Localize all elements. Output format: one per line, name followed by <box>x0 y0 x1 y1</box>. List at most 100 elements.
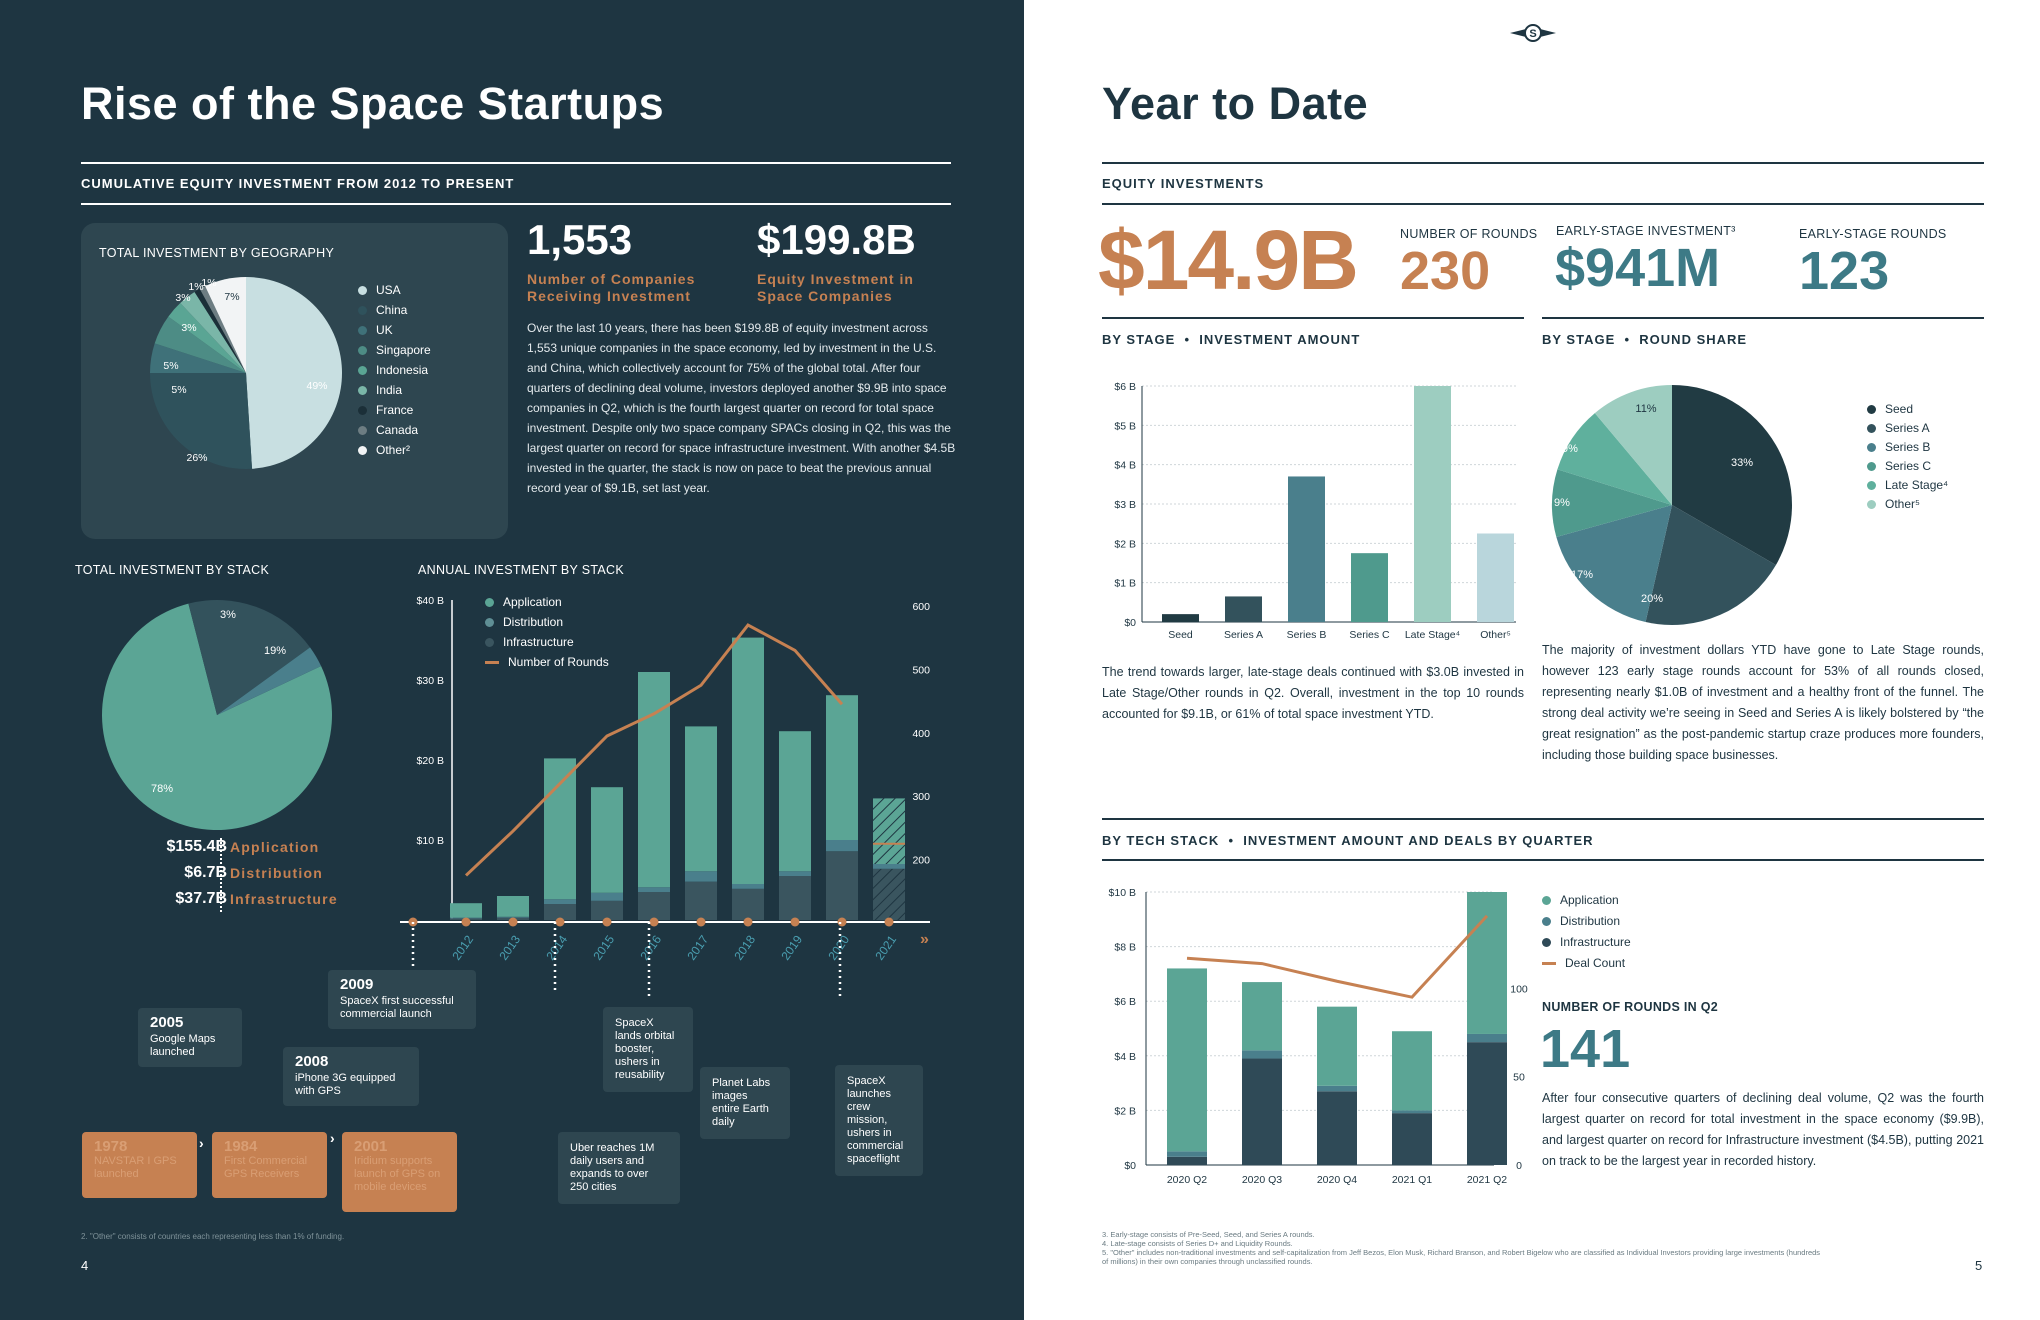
y2-tick: 300 <box>912 791 930 803</box>
rounds-label: NUMBER OF ROUNDS <box>1400 227 1538 241</box>
legend-label: Series A <box>1885 421 1930 435</box>
prior-event-year: 1978 <box>94 1138 128 1155</box>
pie-label: 9% <box>1554 497 1570 509</box>
rounds-q2-label: NUMBER OF ROUNDS IN Q2 <box>1542 1000 1719 1014</box>
legend-label: Other² <box>376 443 411 457</box>
y-tick: $8 B <box>1114 942 1136 954</box>
pie-label: 7% <box>224 291 239 303</box>
event-year: 2005 <box>150 1014 184 1031</box>
legend-swatch <box>485 618 494 628</box>
legend-swatch <box>1542 917 1551 927</box>
line-number-of-rounds <box>464 623 844 877</box>
bar-distribution <box>1242 1050 1282 1059</box>
legend-label: India <box>376 383 403 397</box>
divider <box>1102 162 1984 164</box>
pie-label: 1% <box>201 277 216 289</box>
stack-value-name: Infrastructure <box>230 891 338 907</box>
share-legend: Seed Series A Series B Series C Late Stage⁴ O… <box>1867 400 1948 514</box>
share-paragraph: The majority of investment dollars YTD h… <box>1542 643 1984 762</box>
timeline-dot <box>696 917 706 927</box>
pie-label: 3% <box>181 322 196 334</box>
timeline-dot <box>743 917 753 927</box>
pie-slice-application <box>102 603 332 830</box>
stack-value-name: Application <box>230 839 320 855</box>
x-tick: Late Stage⁴ <box>1405 629 1460 641</box>
event-year: 2008 <box>295 1053 329 1070</box>
legend-swatch <box>1867 443 1876 453</box>
tech-heading: BY TECH STACK • INVESTMENT AMOUNT AND DE… <box>1102 833 1594 848</box>
tech-bar-chart: $0 $2 B $4 B $6 B $8 B $10 B 0 50 100 2020 Q2 2020… <box>1109 887 1528 1186</box>
pie-slice-series-a <box>1645 505 1776 625</box>
timeline-event: SpaceX launches crew mission, ushers in … <box>835 1065 923 1176</box>
heading-text: BY STAGE <box>1102 332 1176 347</box>
legend-swatch <box>1867 424 1876 434</box>
x-tick: 2021 Q1 <box>1392 1174 1432 1186</box>
timeline-year: 2019 <box>778 932 805 962</box>
pie-slice-france <box>194 288 246 373</box>
bar-application <box>497 896 529 917</box>
pie-label: 3% <box>175 292 190 304</box>
x-tick: Series A <box>1224 629 1263 641</box>
event-text: iPhone 3G equipped with GPS <box>295 1072 396 1097</box>
y-tick: $5 B <box>1114 420 1136 432</box>
pie-slice-infrastructure <box>188 600 311 715</box>
tech-legend-item: Infrastructure <box>1542 932 1631 953</box>
timeline-year: 2013 <box>496 932 523 962</box>
timeline-year: 2016 <box>637 932 664 962</box>
annual-title: ANNUAL INVESTMENT BY STACK <box>418 563 624 577</box>
pie-slice-distribution <box>217 647 322 715</box>
divider <box>1542 317 1984 319</box>
page-title: Rise of the Space Startups <box>81 78 665 129</box>
early-rounds-value: 123 <box>1799 241 1890 301</box>
pie-slice-other <box>205 277 246 373</box>
geo-legend-item: India <box>358 380 431 400</box>
stat-companies-label: Number of Companies Receiving Investment <box>527 271 696 304</box>
prior-event-text: Iridium supports launch of GPS on mobile… <box>354 1155 441 1193</box>
legend-label: Infrastructure <box>1560 935 1631 949</box>
bar-infrastructure <box>873 868 905 920</box>
page-number: 4 <box>81 1258 89 1273</box>
left-page: Rise of the Space Startups CUMULATIVE EQ… <box>0 0 1024 1320</box>
early-investment-label: EARLY-STAGE INVESTMENT³ <box>1556 224 1736 238</box>
legend-label: UK <box>376 323 393 337</box>
y-tick: $3 B <box>1114 499 1136 511</box>
bar-infrastructure <box>1467 1042 1507 1165</box>
legend-swatch <box>358 446 367 456</box>
share-legend-item: Series C <box>1867 457 1948 476</box>
pie-slice-usa <box>246 277 343 469</box>
bar-infrastructure <box>1242 1058 1282 1165</box>
stack-value-amount: $6.7B <box>184 864 227 881</box>
x-tick: 2020 Q2 <box>1167 1174 1207 1186</box>
stage-amount-heading: BY STAGE • INVESTMENT AMOUNT <box>1102 332 1360 347</box>
chevron-right-icon: › <box>199 1135 204 1151</box>
legend-swatch <box>1867 500 1876 510</box>
bar-infrastructure <box>732 888 764 920</box>
bar-application <box>826 695 858 840</box>
timeline-dot <box>790 917 800 927</box>
legend-swatch <box>358 306 367 316</box>
y2-tick: 200 <box>912 855 930 867</box>
section-heading: EQUITY INVESTMENTS <box>1102 176 1265 191</box>
pie-slice-uk <box>150 343 246 373</box>
legend-label: Series B <box>1885 440 1931 454</box>
y2-tick: 50 <box>1513 1072 1525 1084</box>
pie-label: 33% <box>1731 457 1753 469</box>
pie-slice-series-b <box>1556 505 1672 623</box>
bar-infrastructure <box>779 876 811 920</box>
early-rounds-label: EARLY-STAGE ROUNDS <box>1799 227 1947 241</box>
share-legend-item: Series B <box>1867 438 1948 457</box>
y-tick: $6 B <box>1114 381 1136 393</box>
heading-sub: ROUND SHARE <box>1639 332 1748 347</box>
geo-title: TOTAL INVESTMENT BY GEOGRAPHY <box>99 246 335 260</box>
pie-label: 1% <box>188 281 203 293</box>
prior-event: 1984 First Commercial GPS Receivers <box>212 1132 327 1198</box>
legend-swatch <box>358 386 367 396</box>
bar-application <box>1242 982 1282 1051</box>
legend-label: Deal Count <box>1565 956 1626 970</box>
legend-swatch <box>358 286 367 296</box>
timeline-dot <box>649 917 659 927</box>
divider <box>1102 859 1984 861</box>
bar-infrastructure <box>685 881 717 920</box>
y-tick: $2 B <box>1114 538 1136 550</box>
y-tick: $0 <box>1124 617 1136 629</box>
